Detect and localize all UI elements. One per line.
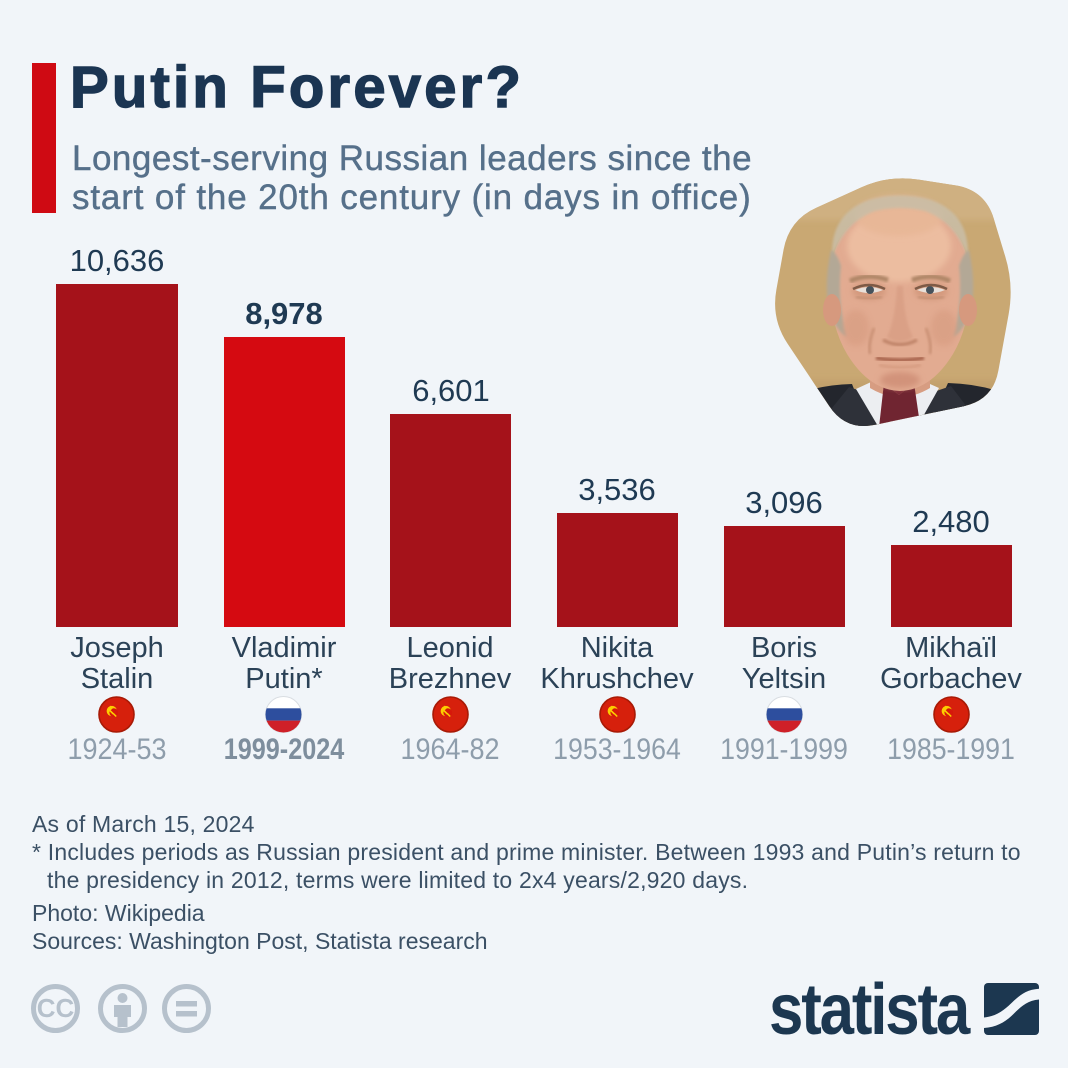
svg-text:CC: CC [37,993,75,1023]
